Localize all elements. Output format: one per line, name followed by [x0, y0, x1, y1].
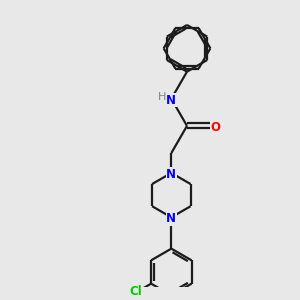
Text: N: N: [166, 212, 176, 225]
Text: H: H: [158, 92, 166, 102]
Text: N: N: [166, 94, 176, 107]
Text: N: N: [166, 168, 176, 181]
Text: Cl: Cl: [130, 285, 142, 298]
Text: O: O: [210, 121, 220, 134]
